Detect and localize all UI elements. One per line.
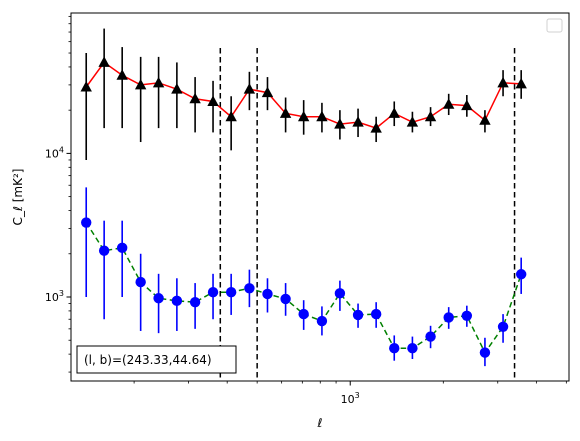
circle-marker-0 <box>81 217 92 228</box>
legend <box>546 18 563 33</box>
vertical-lines <box>219 48 516 381</box>
triangle-marker-8 <box>225 110 237 122</box>
triangle-marker-18 <box>406 116 419 127</box>
triangle-marker-6 <box>189 92 201 104</box>
triangle-marker-13 <box>316 110 328 122</box>
circle-marker-10 <box>262 288 273 300</box>
circle-marker-23 <box>497 321 509 333</box>
triangle-marker-3 <box>134 78 147 90</box>
circle-marker-12 <box>298 308 309 320</box>
triangle-marker-16 <box>370 122 382 133</box>
annotation-box <box>76 345 237 374</box>
triangle-marker-20 <box>442 98 455 109</box>
x-axis-label: ℓ <box>317 416 323 430</box>
circle-marker-20 <box>443 312 454 323</box>
triangle-marker-21 <box>461 99 473 111</box>
circle-marker-18 <box>407 342 418 354</box>
data-series <box>80 28 527 367</box>
circle-marker-22 <box>479 347 491 358</box>
triangle-marker-15 <box>352 116 364 127</box>
y-axis-label: C_ℓ [mK²] <box>11 169 25 226</box>
triangle-marker-17 <box>388 107 400 118</box>
circle-marker-8 <box>225 286 237 298</box>
circle-marker-19 <box>425 331 436 342</box>
triangle-marker-4 <box>152 76 165 88</box>
legend-box <box>546 18 563 33</box>
coordinate-annotation: (l, b)=(243.33,44.64) <box>76 345 237 374</box>
circle-marker-13 <box>316 315 328 327</box>
circle-marker-21 <box>461 310 473 321</box>
triangle-marker-5 <box>171 83 183 94</box>
series-1 <box>81 187 527 367</box>
circle-marker-3 <box>135 276 146 288</box>
triangle-marker-19 <box>424 110 437 122</box>
circle-marker-24 <box>515 269 527 280</box>
triangle-marker-11 <box>279 107 292 118</box>
circle-marker-15 <box>352 309 364 321</box>
triangle-marker-9 <box>243 83 256 94</box>
triangle-marker-7 <box>207 95 219 106</box>
triangle-marker-2 <box>116 69 128 80</box>
circle-marker-2 <box>116 242 128 254</box>
triangle-marker-0 <box>80 80 92 92</box>
circle-marker-9 <box>244 283 255 294</box>
circle-marker-5 <box>171 295 183 307</box>
annotation-text: (l, b)=(243.33,44.64) <box>84 353 212 367</box>
triangle-marker-24 <box>515 77 527 89</box>
circle-marker-16 <box>370 308 382 320</box>
circle-marker-4 <box>153 293 164 304</box>
circle-marker-1 <box>98 245 110 256</box>
circle-marker-7 <box>207 286 219 298</box>
series-0 <box>80 28 527 160</box>
triangle-marker-14 <box>334 118 346 129</box>
circle-marker-6 <box>189 296 201 308</box>
circle-marker-17 <box>389 342 400 354</box>
triangle-marker-23 <box>497 76 509 88</box>
circle-marker-11 <box>280 293 291 305</box>
triangle-marker-12 <box>297 110 310 122</box>
triangle-marker-22 <box>479 114 491 125</box>
circle-marker-14 <box>334 288 346 299</box>
triangle-marker-1 <box>98 56 110 67</box>
triangle-marker-10 <box>261 86 274 98</box>
